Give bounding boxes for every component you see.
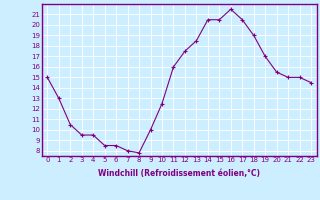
X-axis label: Windchill (Refroidissement éolien,°C): Windchill (Refroidissement éolien,°C) (98, 169, 260, 178)
